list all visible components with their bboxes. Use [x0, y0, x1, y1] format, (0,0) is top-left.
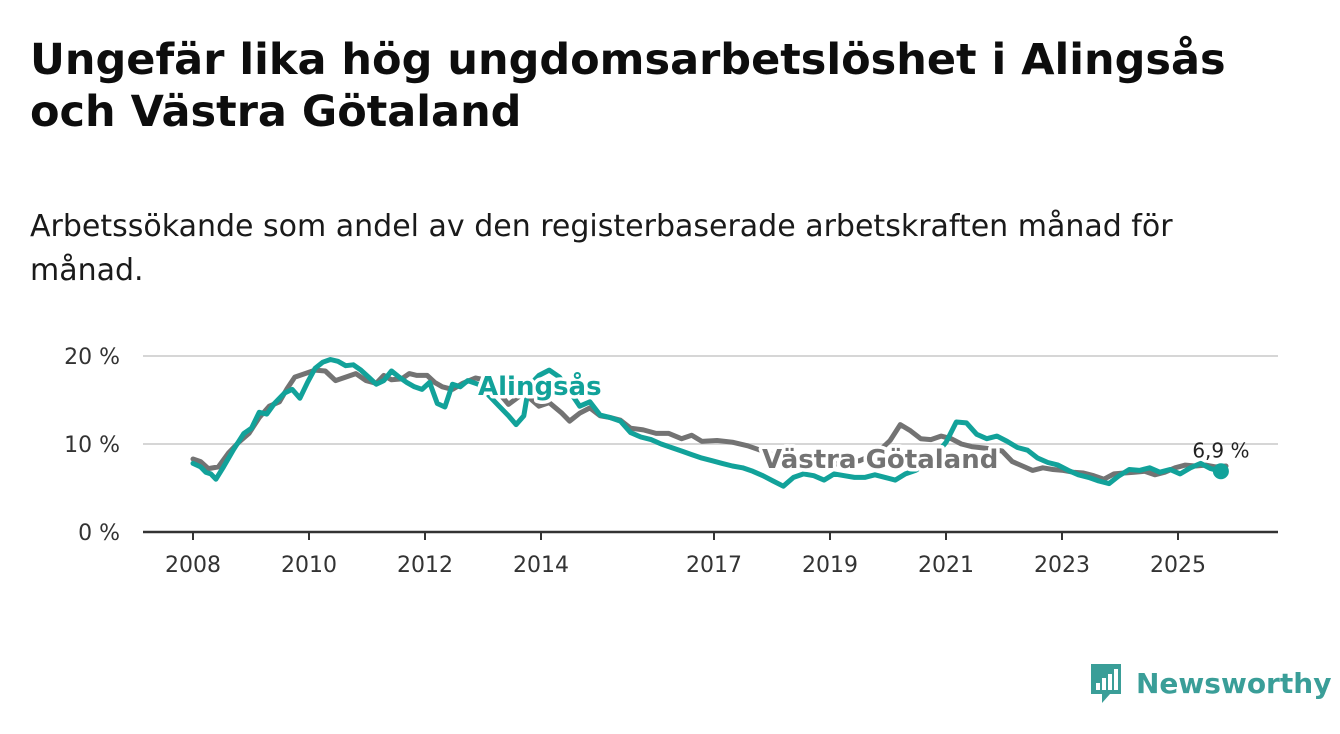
brand-name: Newsworthy [1136, 666, 1332, 700]
series-label-alingsas: Alingsås [478, 370, 602, 402]
series-label-vastra-gotaland: Västra Götaland [762, 445, 998, 475]
y-tick-label: 10 % [64, 433, 120, 458]
x-tick-label: 2017 [686, 553, 742, 578]
bar-chart-icon [1091, 664, 1121, 703]
x-tick-label: 2023 [1034, 553, 1090, 578]
brand-logo: Newsworthy [1088, 660, 1331, 706]
series-label-alingsas-halo: Alingsås [478, 370, 602, 402]
gridlines [143, 355, 1278, 445]
series-line-vastra-gotaland [190, 367, 1229, 482]
chart-title: Ungefär lika hög ungdomsarbetslöshet i A… [30, 35, 1226, 137]
x-tick-label: 2021 [918, 553, 974, 578]
x-tick-label: 2010 [281, 553, 337, 578]
x-tick-label: 2012 [397, 553, 453, 578]
endpoint-marker [1212, 463, 1229, 480]
chart-subtitle: Arbetssökande som andel av den registerb… [30, 209, 1173, 288]
y-tick-label: 20 % [64, 345, 120, 370]
series-label-vastra-gotaland-halo: Västra Götaland [762, 445, 998, 475]
x-tick-label: 2019 [802, 553, 858, 578]
x-tick-label: 2014 [513, 553, 569, 578]
x-tick-label: 2008 [165, 553, 221, 578]
series-line-alingsas [190, 357, 1224, 489]
endpoint-label: 6,9 % [1192, 438, 1249, 462]
x-tick-label: 2025 [1150, 553, 1206, 578]
axes: 0 % 10 % 20 % 2008 2010 2012 2014 2017 2019 2021 2… [64, 345, 1278, 578]
series-lines [190, 357, 1229, 489]
y-tick-label: 0 % [78, 521, 120, 546]
